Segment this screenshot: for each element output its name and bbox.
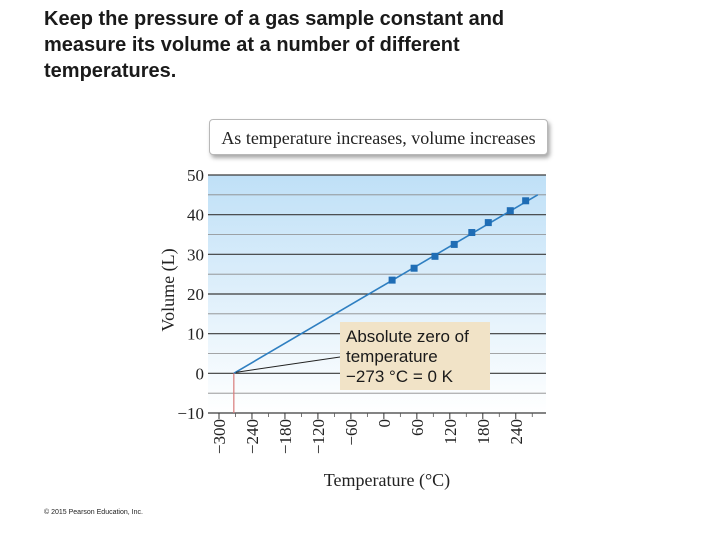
y-tick-label: 0 bbox=[196, 364, 205, 383]
y-tick-label: 40 bbox=[187, 206, 204, 225]
data-point bbox=[450, 240, 458, 248]
x-tick-label: −60 bbox=[342, 419, 361, 446]
axes bbox=[208, 412, 546, 419]
callout-line-3: −273 °C = 0 K bbox=[346, 367, 453, 386]
chart-title-banner: As temperature increases, volume increas… bbox=[209, 119, 548, 155]
x-tick-label: −180 bbox=[276, 419, 295, 454]
x-tick-label: −240 bbox=[243, 419, 262, 454]
y-tick-label: −10 bbox=[177, 404, 204, 423]
slide-heading: Keep the pressure of a gas sample consta… bbox=[44, 6, 644, 84]
heading-line-1: Keep the pressure of a gas sample consta… bbox=[44, 8, 505, 30]
copyright-notice: © 2015 Pearson Education, Inc. bbox=[44, 509, 143, 516]
heading-line-2: measure its volume at a number of differ… bbox=[44, 34, 460, 56]
data-point bbox=[410, 264, 418, 272]
x-tick-label: 240 bbox=[507, 419, 526, 445]
heading-line-3: temperatures. bbox=[44, 60, 177, 82]
callout-line-2: temperature bbox=[346, 347, 438, 366]
data-point bbox=[468, 229, 476, 237]
y-tick-label: 50 bbox=[187, 166, 204, 185]
x-tick-label: 0 bbox=[375, 419, 394, 428]
tick-labels: −10 0 10 20 30 40 50 −300 −240 −180 −120 −60 0 60 120 1… bbox=[177, 166, 525, 454]
x-axis-title: Temperature (°C) bbox=[324, 470, 450, 491]
x-tick-label: −120 bbox=[309, 419, 328, 454]
data-point bbox=[431, 252, 439, 260]
x-tick-label: 60 bbox=[408, 419, 427, 436]
data-point bbox=[506, 207, 514, 215]
callout-line-1: Absolute zero of bbox=[346, 327, 469, 346]
data-series bbox=[233, 194, 539, 413]
data-point bbox=[484, 219, 492, 227]
callout-leader-line bbox=[235, 356, 341, 373]
y-tick-label: 10 bbox=[187, 325, 204, 344]
data-point bbox=[388, 276, 396, 284]
x-tick-label: −300 bbox=[210, 419, 229, 454]
y-axis-title: Volume (L) bbox=[158, 248, 179, 331]
y-tick-label: 20 bbox=[187, 285, 204, 304]
x-tick-label: 180 bbox=[474, 419, 493, 445]
y-tick-label: 30 bbox=[187, 245, 204, 264]
absolute-zero-callout: Absolute zero of temperature −273 °C = 0… bbox=[340, 322, 490, 390]
data-point bbox=[522, 197, 530, 205]
x-tick-label: 120 bbox=[441, 419, 460, 445]
